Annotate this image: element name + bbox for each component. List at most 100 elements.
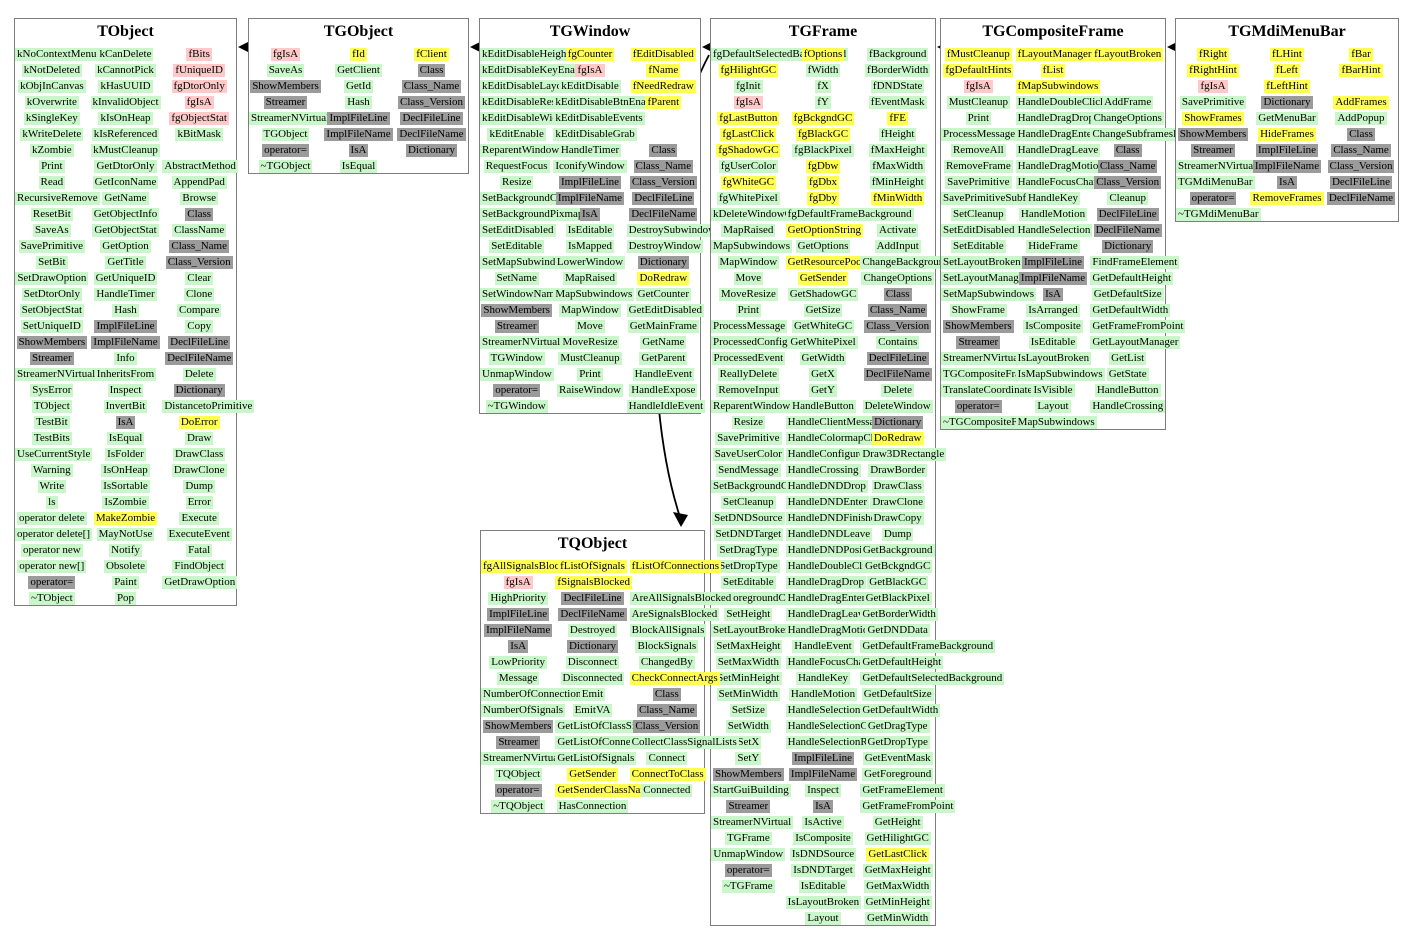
member-cell: GetDefaultWidth [1090,301,1171,317]
member-cell: DrawClone [860,493,935,509]
member-label: DeclFileLine [632,192,695,205]
member-label: GetClient [335,64,382,77]
member-cell: Obsolete [89,557,163,573]
member-cell: ProcessedEvent [711,349,786,365]
member-cell: DeclFileName [627,205,700,221]
member-cell: DrawClass [860,477,935,493]
member-label: IsArranged [1026,304,1080,317]
member-label: IsEditable [1028,336,1078,349]
member-label: fgDefaultHints [943,64,1014,77]
member-label: ImplFileLine [487,608,550,621]
member-cell: IsEqual [89,429,163,445]
member-label: operator new[] [17,560,87,573]
member-label: GetOptionString [785,224,864,237]
member-cell: fClient [395,45,468,61]
member-cell: MapSubwindows [1015,413,1097,429]
member-label: kObjInCanvas [18,80,86,93]
member-cell: GetOption [89,237,163,253]
member-column: fgDefaultSelectedBackground fgHilightGC fg… [711,45,849,925]
member-cell: GetWidth [786,349,861,365]
member-label: LowerWindow [554,256,626,269]
class-title: TGCompositeFrame [982,23,1124,40]
member-label: Inspect [107,384,144,397]
member-cell: LowPriority [481,653,555,669]
member-cell: fgCounter [553,45,626,61]
member-cell: fLeftHint [1250,77,1324,93]
member-cell: Class [1090,141,1165,157]
member-label: GetSenderClassName [555,784,656,797]
class-title: TGMdiMenuBar [1228,23,1346,40]
member-label: Destroyed [567,624,618,637]
member-label: GetDtorOnly [94,160,157,173]
member-label: operator= [28,576,76,589]
member-label: SetDNDTarget [713,528,784,541]
member-label: operator= [262,144,309,157]
member-cell: SetEditDisabled [480,221,556,237]
member-label: ChangedBy [638,656,695,669]
member-cell: SavePrimitive [711,429,786,445]
member-label: fId [350,48,367,61]
member-cell: kCanDelete [89,45,163,61]
member-cell: Print [711,301,786,317]
member-label: AddInput [874,240,921,253]
member-label: HandleSelection [1015,224,1093,237]
member-cell: HandleDragMotion [785,621,876,637]
member-label: ShowMembers [713,768,784,781]
member-cell: DeleteWindow [860,397,935,413]
member-cell: DoRedraw [627,269,700,285]
member-cell: fgShadowGC [711,141,786,157]
member-cell: operator= [941,397,1016,413]
member-cell: kEditDisableBtnEnable [553,93,662,109]
member-label: IsLayoutBroken [785,896,862,909]
member-label: SetLayoutManager [941,272,1030,285]
member-cell: fgIsA [941,77,1016,93]
member-cell: IsZombie [89,493,163,509]
member-label: Dump [183,480,215,493]
member-label: fY [815,96,831,109]
member-cell: fBorderWidth [860,61,935,77]
member-label: ProcessedEvent [711,352,786,365]
member-cell: MapWindow [711,253,786,269]
member-cell: ~TGWindow [480,397,553,413]
member-label: SetMinWidth [716,688,781,701]
member-label: GetDefaultSize [861,688,934,701]
member-cell: SysError [15,381,89,397]
member-cell: kEditDisableLayout [480,77,573,93]
class-title: TObject [97,23,154,40]
member-cell: GetBackground [860,541,935,557]
member-cell: NumberOfSignals [481,701,566,717]
member-label: HandleFocusChange [785,656,882,669]
member-cell: fMaxWidth [860,157,935,173]
member-cell: IsEditable [1016,333,1091,349]
member-label: kEditDisableGrab [553,128,637,141]
member-cell: ProcessMessage [941,125,1018,141]
member-cell: ImplFileName [1250,157,1324,173]
member-cell: Class_Version [1324,157,1398,173]
member-cell: ~TGObject [249,157,322,173]
member-label: operator delete[] [15,528,92,541]
member-label: ~TGFrame [721,880,775,893]
member-cell: SetMapSubwindows [941,285,1037,301]
member-cell: ShowFrame [941,301,1016,317]
member-cell: ReparentWindow [711,397,793,413]
member-label: kZombie [29,144,74,157]
member-label: Info [114,352,137,365]
member-label: StreamerNVirtual [711,816,794,829]
member-cell: FindObject [162,557,236,573]
member-label: SetDragType [717,544,780,557]
member-cell: GetDefaultHeight [860,653,944,669]
member-label: ~TGObject [258,160,313,173]
member-column: fListOfConnections AreAllSignalsBlocked Ar… [629,557,739,813]
member-cell: operator= [15,573,89,589]
member-label: Browse [180,192,218,205]
member-label: HandleMotion [1018,208,1088,221]
member-cell: TestBits [15,429,89,445]
class-title: TGWindow [549,23,631,40]
member-label: HandleIdleEvent [626,400,706,413]
member-label: Contains [876,336,920,349]
member-cell: GetBorderWidth [860,605,938,621]
member-label: fMinWidth [871,192,925,205]
member-cell: fBits [162,45,236,61]
member-cell: DrawClone [162,461,236,477]
member-cell: TGWindow [480,349,553,365]
